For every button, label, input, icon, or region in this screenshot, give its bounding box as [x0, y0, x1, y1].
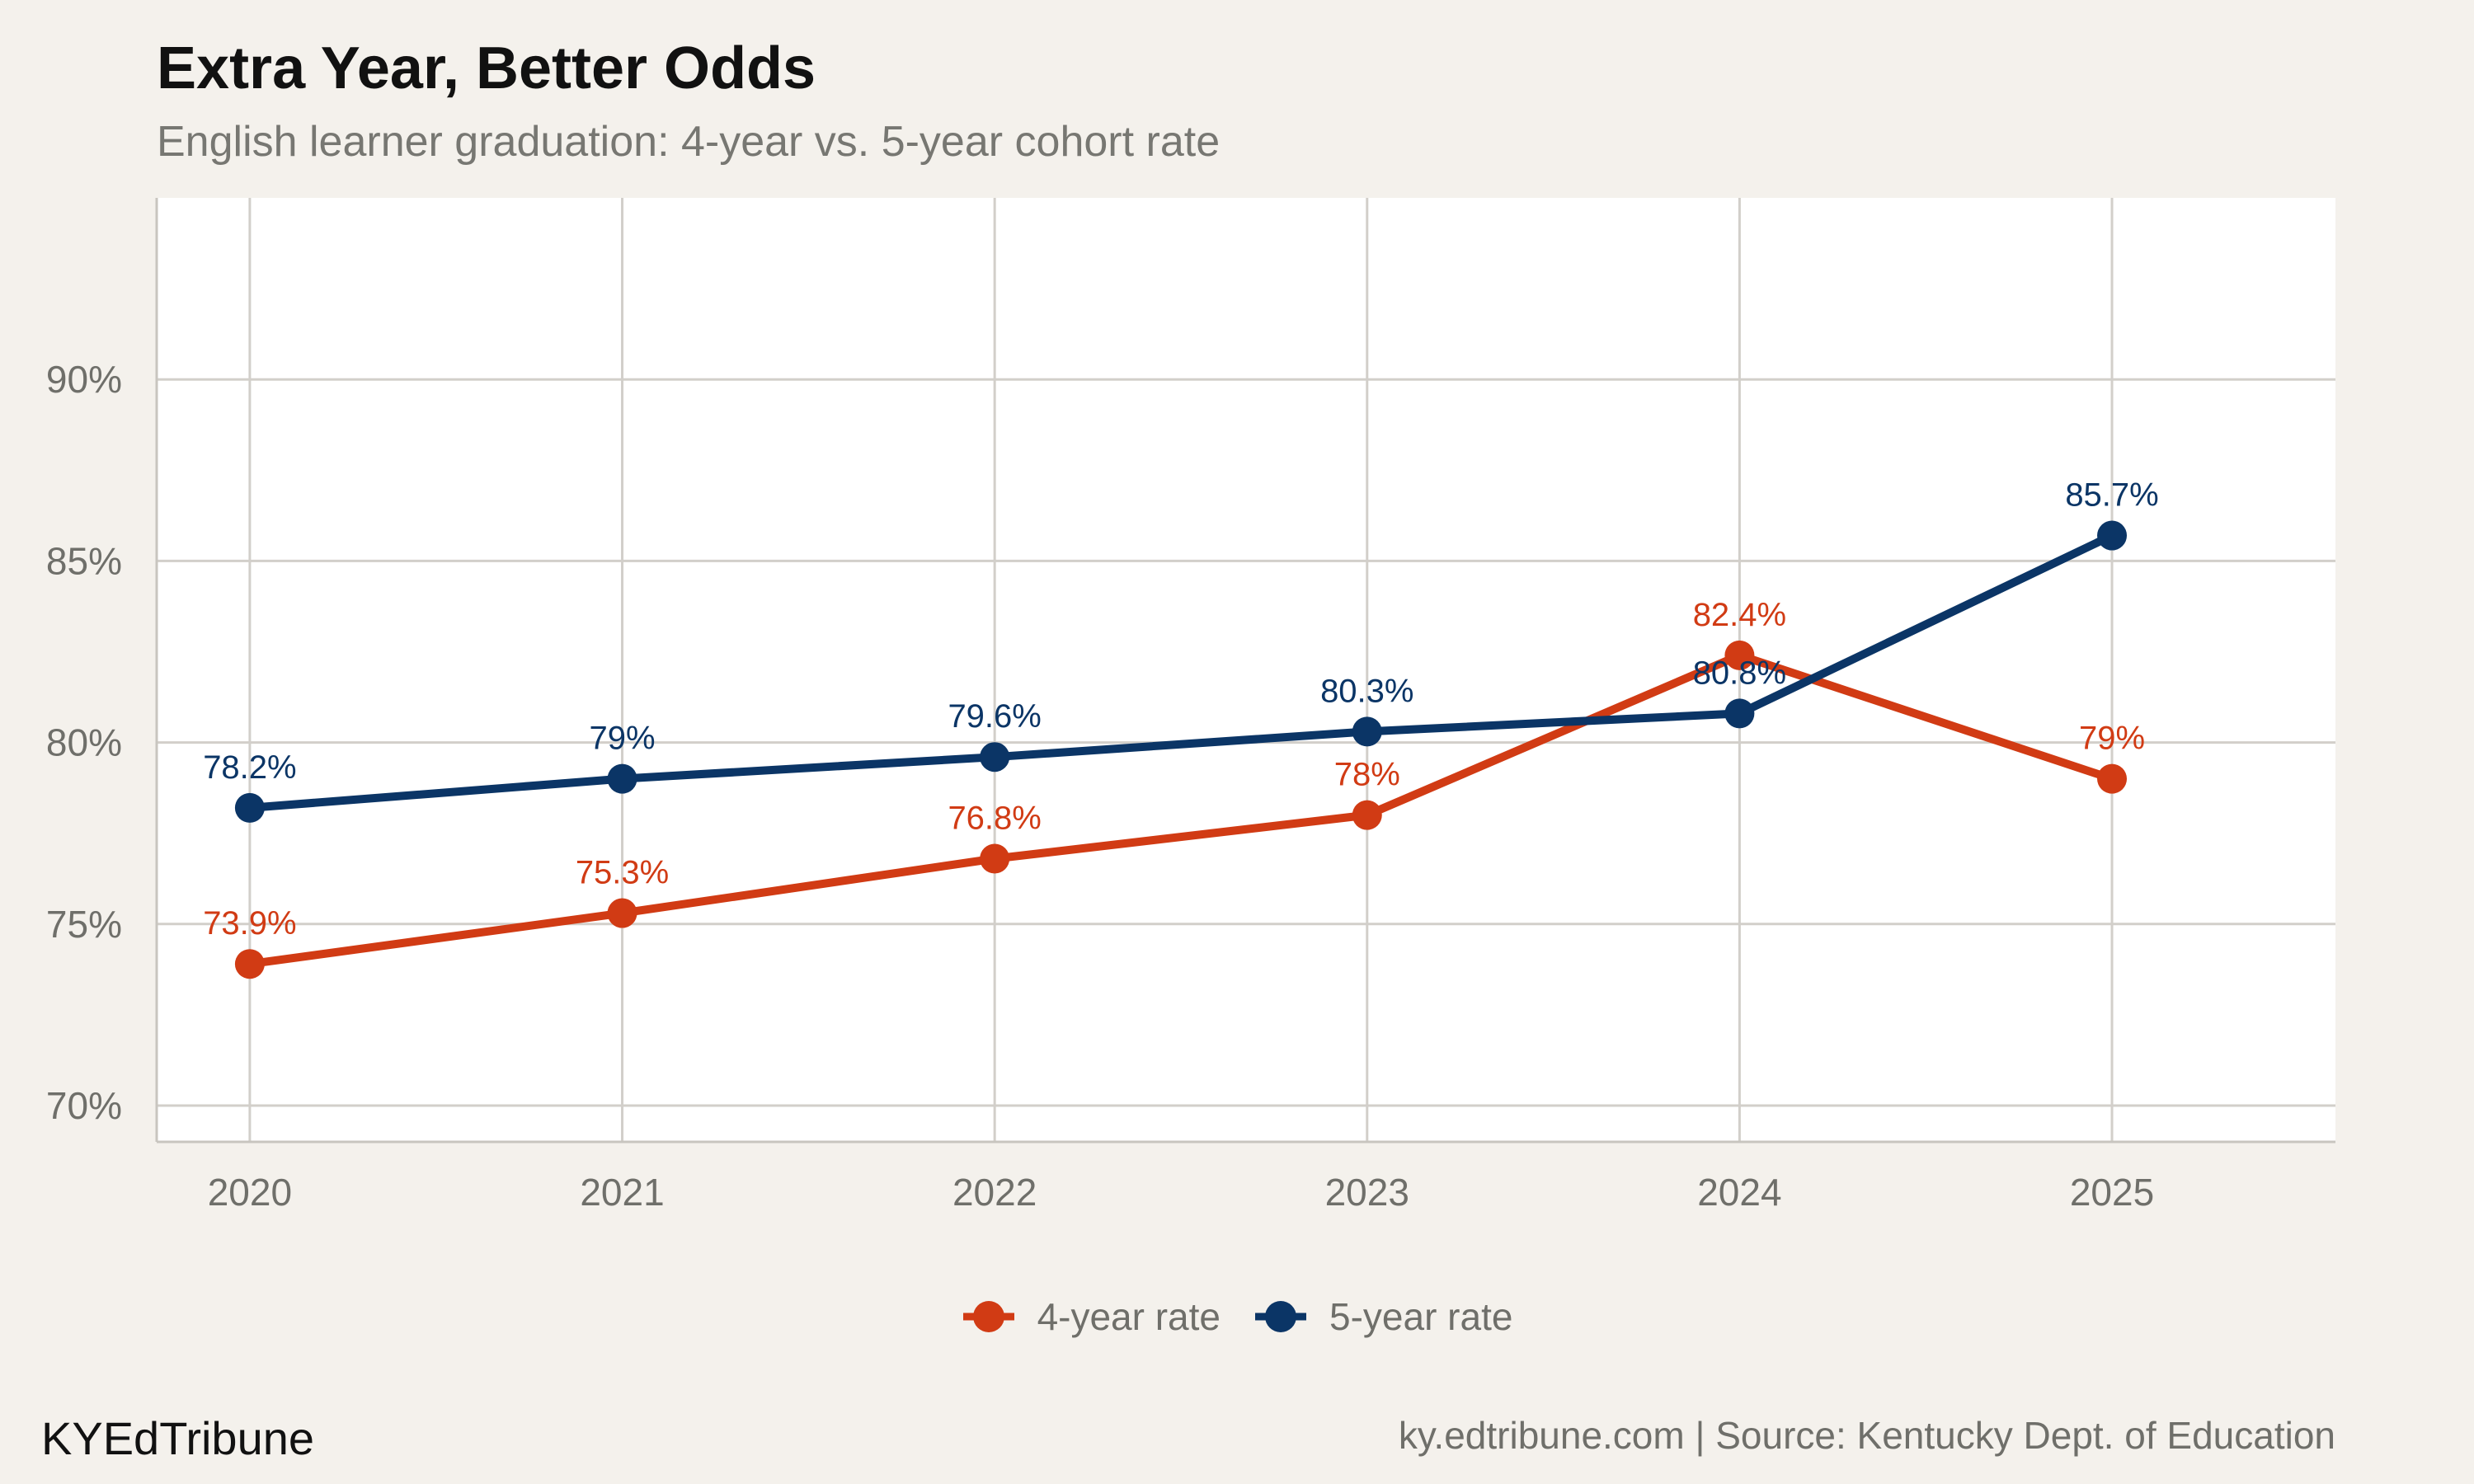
y-tick-label-90: 90% [46, 358, 122, 401]
series-line-4-year-rate [245, 650, 2117, 969]
data-label-5-year-rate-2024: 80.8% [1693, 655, 1786, 691]
data-label-4-year-rate-2023: 78% [1334, 757, 1400, 793]
x-tick-label-2025: 2025 [2070, 1171, 2154, 1214]
data-point-4-year-rate-2024 [1724, 640, 1755, 670]
plot-panel [157, 198, 2335, 1142]
data-label-5-year-rate-2021: 79% [589, 721, 655, 757]
x-tick-labels: 2020 2021 2022 2023 2024 2025 [208, 1171, 2154, 1214]
data-label-4-year-rate-2020: 73.9% [203, 905, 296, 942]
series-line-5-year-rate [245, 531, 2117, 812]
series-lines [245, 531, 2117, 969]
data-point-4-year-rate-2025 [2097, 763, 2128, 794]
x-tick-label-2020: 2020 [208, 1171, 292, 1214]
data-point-4-year-rate-2023 [1352, 800, 1382, 830]
data-point-4-year-rate-2020 [234, 949, 265, 979]
data-point-5-year-rate-2025 [2097, 520, 2128, 551]
x-tick-label-2021: 2021 [580, 1171, 664, 1214]
chart-title: Extra Year, Better Odds [157, 35, 816, 101]
data-label-4-year-rate-2021: 75.3% [576, 855, 669, 891]
data-point-5-year-rate-2024 [1724, 698, 1755, 729]
data-label-4-year-rate-2024: 82.4% [1693, 597, 1786, 633]
source-caption: ky.edtribune.com | Source: Kentucky Dept… [1398, 1414, 2335, 1457]
x-tick-label-2024: 2024 [1697, 1171, 1781, 1214]
brand-logo-text: KYEdTribune [41, 1412, 314, 1464]
data-label-5-year-rate-2023: 80.3% [1320, 673, 1413, 709]
y-tick-labels: 70% 75% 80% 85% 90% [46, 358, 122, 1127]
chart-subtitle: English learner graduation: 4-year vs. 5… [157, 118, 1221, 166]
data-label-4-year-rate-2025: 79% [2079, 721, 2145, 757]
x-tick-label-2023: 2023 [1325, 1171, 1409, 1214]
data-label-5-year-rate-2025: 85.7% [2065, 477, 2158, 514]
legend-item-4-year: 4-year rate [962, 1294, 1221, 1339]
data-point-5-year-rate-2023 [1352, 716, 1382, 747]
y-tick-label-80: 80% [46, 721, 122, 764]
data-point-5-year-rate-2022 [980, 742, 1010, 773]
data-label-5-year-rate-2020: 78.2% [203, 749, 296, 786]
y-tick-label-85: 85% [46, 539, 122, 582]
data-label-5-year-rate-2022: 79.6% [948, 698, 1041, 735]
data-point-4-year-rate-2022 [980, 843, 1010, 874]
data-point-5-year-rate-2021 [607, 763, 637, 794]
data-labels: 73.9% 75.3% 76.8% 78% 82.4% 79% 78.2% 79% 79.6% 8… [203, 477, 2159, 942]
legend: 4-year rate 5-year rate [0, 1294, 2474, 1339]
data-point-5-year-rate-2020 [234, 792, 265, 823]
series-points [234, 520, 2128, 979]
x-tick-label-2022: 2022 [952, 1171, 1037, 1214]
legend-label-5-year: 5-year rate [1329, 1295, 1513, 1338]
y-tick-label-70: 70% [46, 1084, 122, 1127]
legend-label-4-year: 4-year rate [1037, 1295, 1221, 1338]
legend-key-4-year [962, 1301, 1014, 1332]
data-label-4-year-rate-2022: 76.8% [948, 801, 1041, 837]
legend-key-5-year [1255, 1301, 1306, 1332]
data-point-4-year-rate-2021 [607, 898, 637, 928]
y-tick-label-75: 75% [46, 903, 122, 946]
legend-item-5-year: 5-year rate [1253, 1294, 1512, 1339]
